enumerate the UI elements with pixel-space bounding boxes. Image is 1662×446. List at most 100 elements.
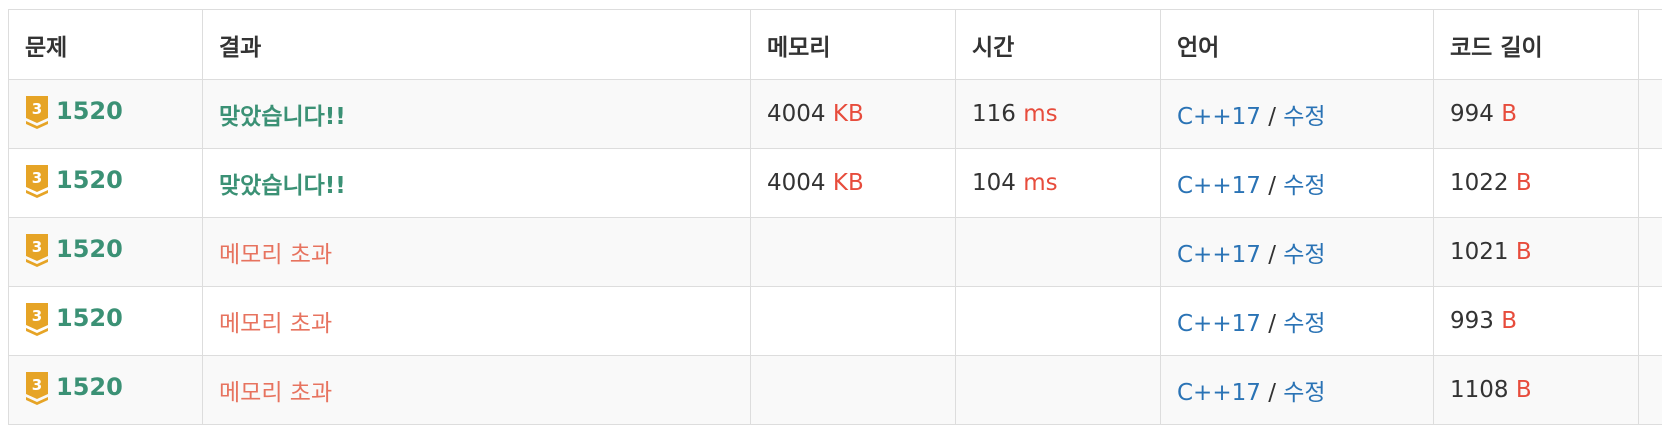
edit-link[interactable]: 수정 bbox=[1283, 173, 1326, 199]
result-cell: 맞았습니다!! bbox=[202, 148, 751, 218]
language-link[interactable]: C++17 bbox=[1177, 380, 1261, 406]
extra-cell bbox=[1638, 79, 1662, 149]
memory-cell bbox=[750, 355, 956, 425]
edit-link[interactable]: 수정 bbox=[1283, 311, 1326, 337]
language-separator: / bbox=[1268, 104, 1276, 130]
tier-badge-label: 3 bbox=[32, 238, 42, 256]
table-body: 3 1520 맞았습니다!! 4004 KB 116 ms C++17 / 수정… bbox=[8, 79, 1662, 425]
time-cell bbox=[955, 355, 1161, 425]
memory-unit: KB bbox=[832, 101, 864, 127]
memory-value: 4004 bbox=[767, 101, 826, 127]
problem-id: 1520 bbox=[56, 235, 123, 263]
result-text: 맞았습니다!! bbox=[219, 104, 346, 130]
language-separator: / bbox=[1268, 242, 1276, 268]
memory-cell: 4004 KB bbox=[750, 148, 956, 218]
header-problem: 문제 bbox=[8, 9, 203, 80]
language-cell: C++17 / 수정 bbox=[1160, 79, 1434, 149]
problem-cell: 3 1520 bbox=[8, 286, 203, 356]
memory-cell: 4004 KB bbox=[750, 79, 956, 149]
code-length-unit: B bbox=[1515, 239, 1532, 265]
code-length-value: 1022 bbox=[1450, 170, 1509, 196]
time-unit: ms bbox=[1023, 101, 1058, 127]
memory-value: 4004 bbox=[767, 170, 826, 196]
code-length-cell: 1108 B bbox=[1433, 355, 1639, 425]
problem-cell: 3 1520 bbox=[8, 355, 203, 425]
language-link[interactable]: C++17 bbox=[1177, 104, 1261, 130]
problem-id: 1520 bbox=[56, 166, 123, 194]
result-text: 메모리 초과 bbox=[219, 380, 333, 406]
result-cell: 메모리 초과 bbox=[202, 286, 751, 356]
tier-badge-icon: 3 bbox=[26, 303, 48, 336]
table-row: 3 1520 메모리 초과 C++17 / 수정 1108 B bbox=[8, 355, 1662, 425]
language-separator: / bbox=[1268, 380, 1276, 406]
result-cell: 메모리 초과 bbox=[202, 217, 751, 287]
problem-cell: 3 1520 bbox=[8, 217, 203, 287]
edit-link[interactable]: 수정 bbox=[1283, 242, 1326, 268]
header-code-length: 코드 길이 bbox=[1433, 9, 1639, 80]
language-separator: / bbox=[1268, 173, 1276, 199]
result-text: 메모리 초과 bbox=[219, 242, 333, 268]
header-time: 시간 bbox=[955, 9, 1161, 80]
edit-link[interactable]: 수정 bbox=[1283, 380, 1326, 406]
extra-cell bbox=[1638, 148, 1662, 218]
language-cell: C++17 / 수정 bbox=[1160, 355, 1434, 425]
problem-link[interactable]: 3 1520 bbox=[25, 94, 123, 129]
code-length-cell: 994 B bbox=[1433, 79, 1639, 149]
language-link[interactable]: C++17 bbox=[1177, 242, 1261, 268]
header-result: 결과 bbox=[202, 9, 751, 80]
memory-cell bbox=[750, 286, 956, 356]
extra-cell bbox=[1638, 286, 1662, 356]
edit-link[interactable]: 수정 bbox=[1283, 104, 1326, 130]
tier-badge-label: 3 bbox=[32, 169, 42, 187]
table-row: 3 1520 메모리 초과 C++17 / 수정 993 B bbox=[8, 286, 1662, 356]
problem-link[interactable]: 3 1520 bbox=[25, 232, 123, 267]
tier-badge-icon: 3 bbox=[26, 234, 48, 267]
language-link[interactable]: C++17 bbox=[1177, 311, 1261, 337]
status-table-wrapper: 문제 결과 메모리 시간 언어 코드 길이 3 1520 맞았습니다!! bbox=[0, 9, 1662, 439]
code-length-cell: 1021 B bbox=[1433, 217, 1639, 287]
language-cell: C++17 / 수정 bbox=[1160, 148, 1434, 218]
extra-cell bbox=[1638, 355, 1662, 425]
tier-badge-icon: 3 bbox=[26, 96, 48, 129]
extra-cell bbox=[1638, 217, 1662, 287]
memory-cell bbox=[750, 217, 956, 287]
language-cell: C++17 / 수정 bbox=[1160, 217, 1434, 287]
tier-badge-icon: 3 bbox=[26, 372, 48, 405]
header-language: 언어 bbox=[1160, 9, 1434, 80]
result-cell: 메모리 초과 bbox=[202, 355, 751, 425]
problem-link[interactable]: 3 1520 bbox=[25, 163, 123, 198]
time-cell: 104 ms bbox=[955, 148, 1161, 218]
problem-link[interactable]: 3 1520 bbox=[25, 370, 123, 405]
table-row: 3 1520 맞았습니다!! 4004 KB 116 ms C++17 / 수정… bbox=[8, 79, 1662, 149]
tier-badge-label: 3 bbox=[32, 376, 42, 394]
code-length-value: 993 bbox=[1450, 308, 1494, 334]
tier-badge-label: 3 bbox=[32, 307, 42, 325]
code-length-unit: B bbox=[1515, 377, 1532, 403]
time-unit: ms bbox=[1023, 170, 1058, 196]
code-length-cell: 1022 B bbox=[1433, 148, 1639, 218]
tier-badge-label: 3 bbox=[32, 100, 42, 118]
problem-id: 1520 bbox=[56, 304, 123, 332]
memory-unit: KB bbox=[832, 170, 864, 196]
time-cell bbox=[955, 286, 1161, 356]
header-extra bbox=[1638, 9, 1662, 80]
header-memory: 메모리 bbox=[750, 9, 956, 80]
code-length-unit: B bbox=[1515, 170, 1532, 196]
tier-badge-icon: 3 bbox=[26, 165, 48, 198]
code-length-unit: B bbox=[1501, 308, 1517, 334]
result-text: 메모리 초과 bbox=[219, 311, 333, 337]
problem-id: 1520 bbox=[56, 97, 123, 125]
submission-status-table: 문제 결과 메모리 시간 언어 코드 길이 3 1520 맞았습니다!! bbox=[8, 9, 1662, 425]
result-cell: 맞았습니다!! bbox=[202, 79, 751, 149]
time-value: 116 bbox=[972, 101, 1016, 127]
problem-link[interactable]: 3 1520 bbox=[25, 301, 123, 336]
language-cell: C++17 / 수정 bbox=[1160, 286, 1434, 356]
code-length-value: 1108 bbox=[1450, 377, 1509, 403]
code-length-unit: B bbox=[1501, 101, 1517, 127]
table-row: 3 1520 메모리 초과 C++17 / 수정 1021 B bbox=[8, 217, 1662, 287]
result-text: 맞았습니다!! bbox=[219, 173, 346, 199]
code-length-cell: 993 B bbox=[1433, 286, 1639, 356]
language-link[interactable]: C++17 bbox=[1177, 173, 1261, 199]
code-length-value: 1021 bbox=[1450, 239, 1509, 265]
language-separator: / bbox=[1268, 311, 1276, 337]
